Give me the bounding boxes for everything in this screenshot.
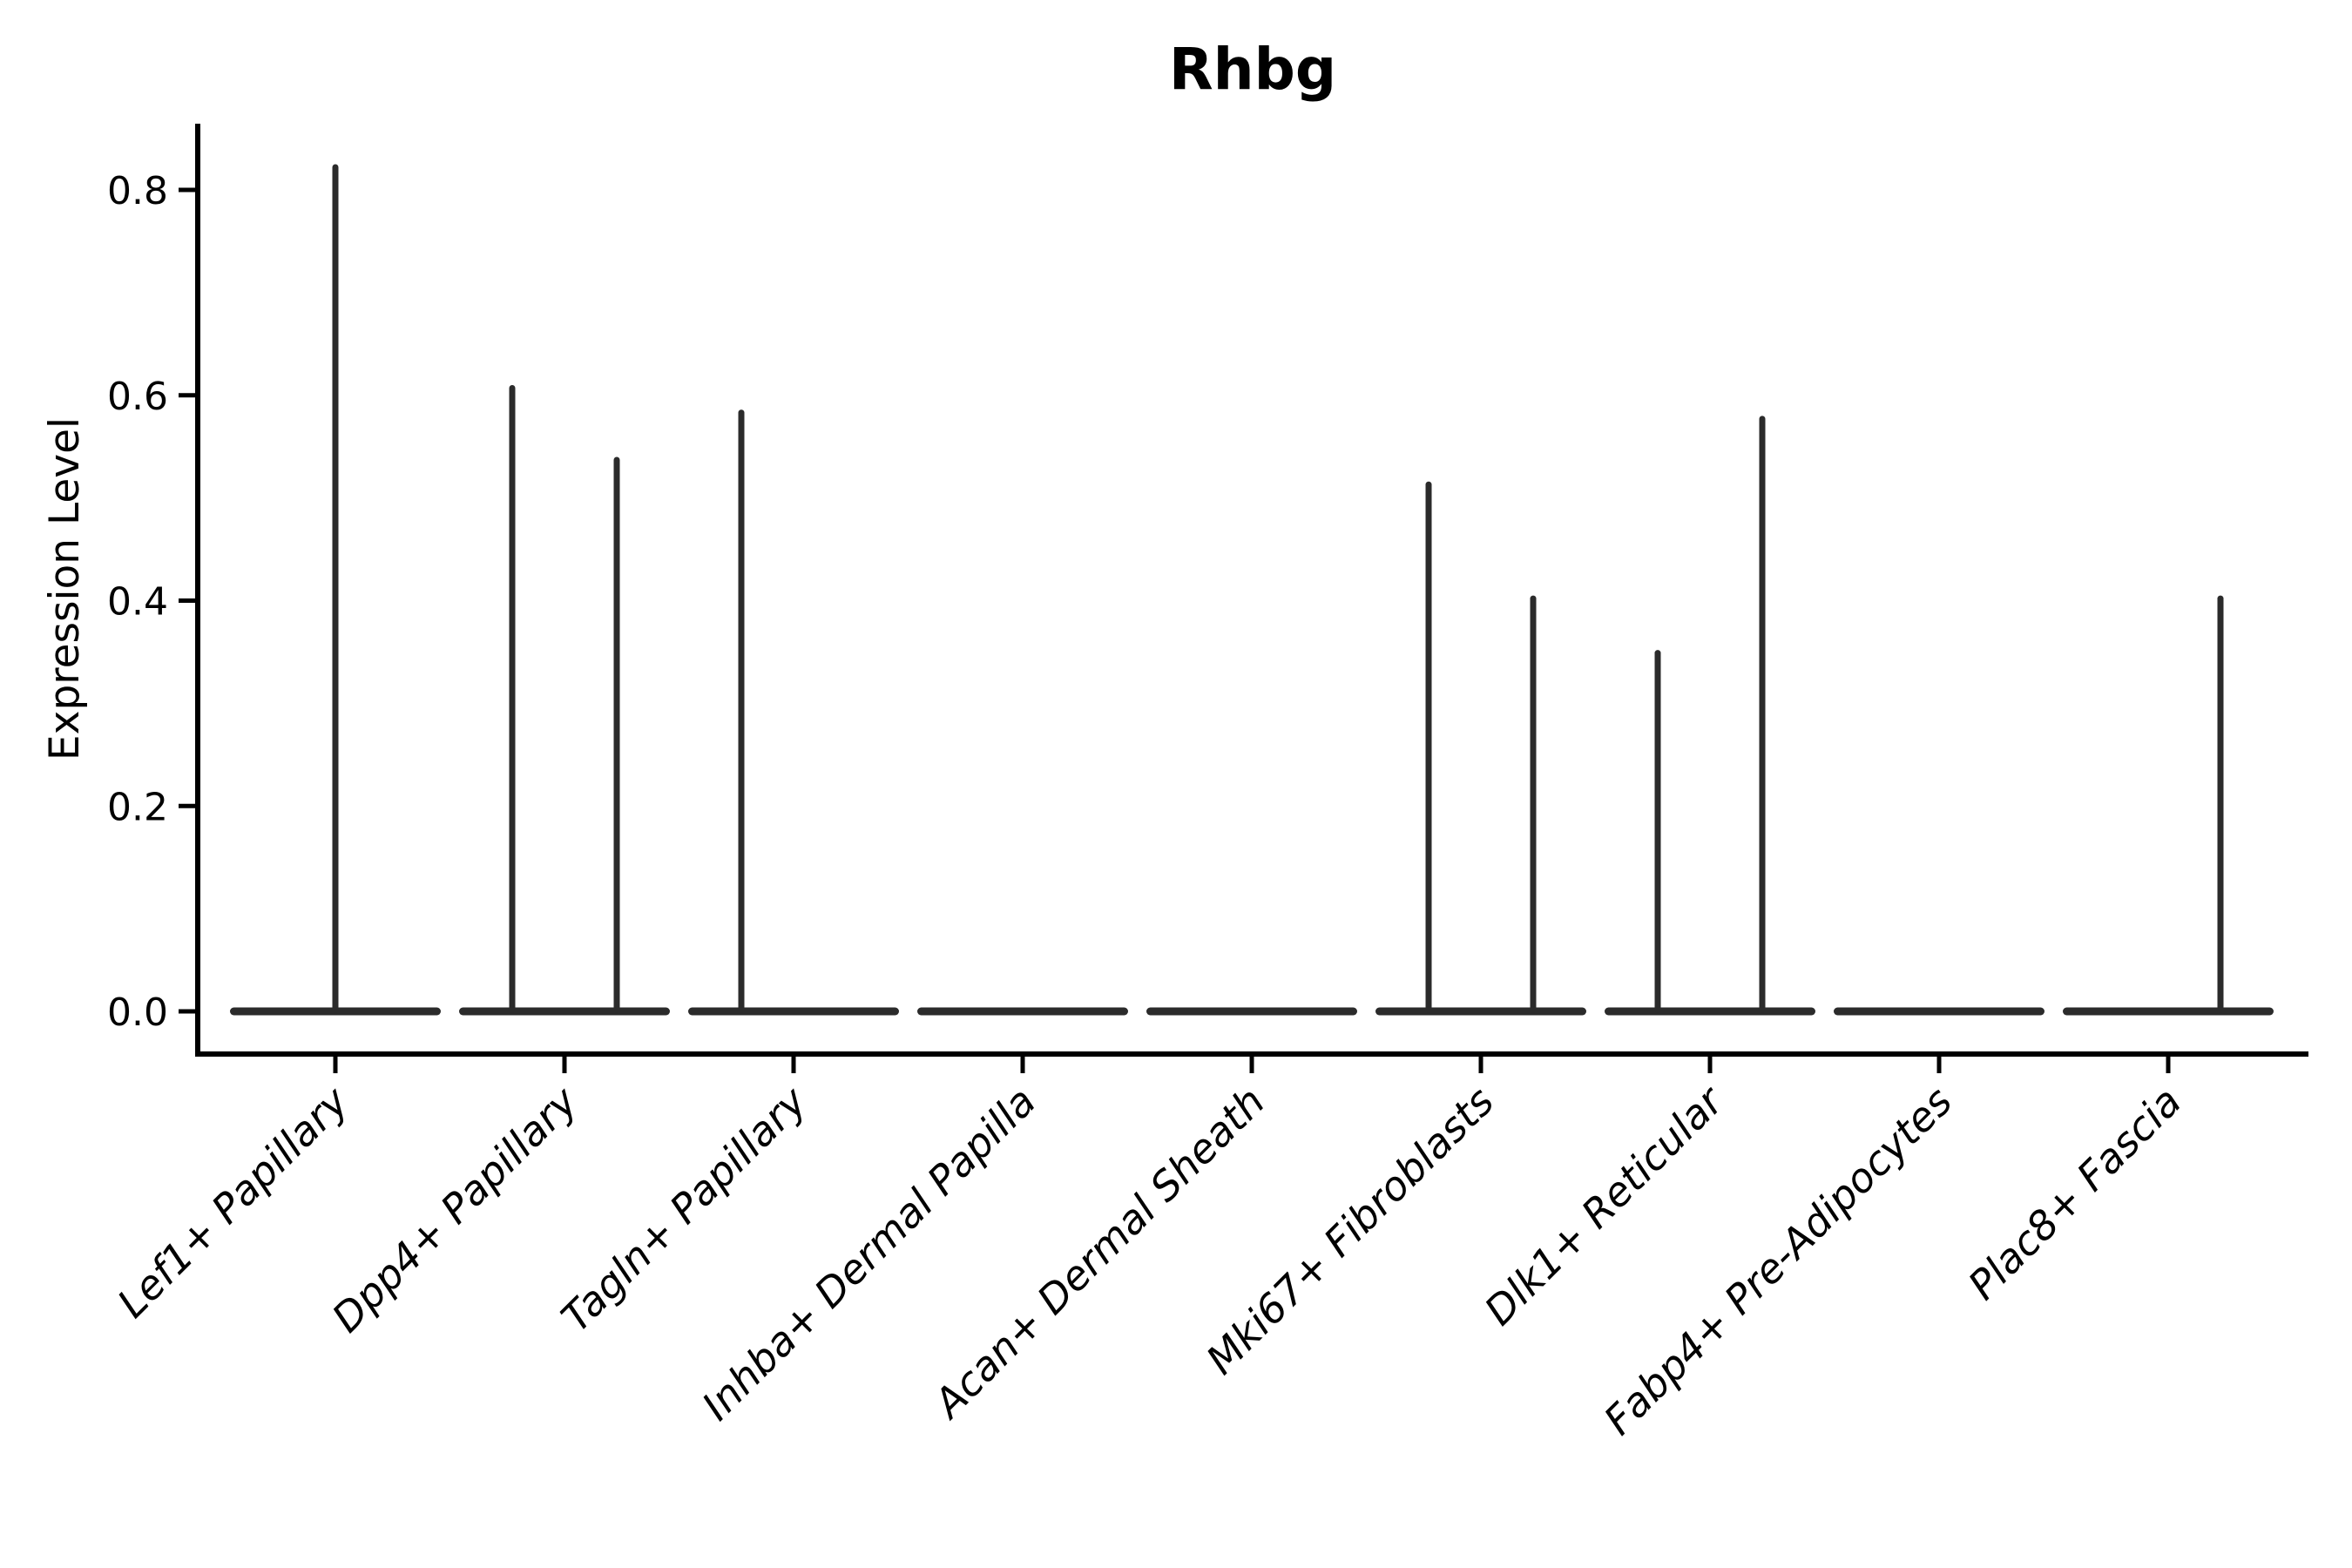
x-tick-label: Dlk1+ Reticular [1476, 1076, 1734, 1335]
x-tick-label: Tagln+ Papillary [552, 1078, 816, 1342]
violin-base [1146, 1007, 1357, 1016]
violin-base [917, 1007, 1128, 1016]
violin-base [1605, 1007, 1815, 1016]
x-tick-label: Plac8+ Fascia [1959, 1078, 2190, 1308]
violin-base [1375, 1007, 1586, 1016]
x-tick-label: Dpp4+ Papillary [323, 1078, 587, 1342]
violin-base [2063, 1007, 2274, 1016]
violin-base [459, 1007, 670, 1016]
y-tick-label: 0.6 [107, 375, 168, 419]
violin-base [688, 1007, 899, 1016]
violin-base [1834, 1007, 2044, 1016]
y-tick-label: 0.2 [107, 785, 168, 829]
y-tick-label: 0.4 [107, 580, 168, 625]
y-axis-label: Expression Level [41, 417, 89, 760]
y-tick-label: 0.0 [107, 990, 168, 1035]
x-tick-label: Lef1+ Papillary [108, 1078, 357, 1327]
chart-title: Rhbg [1169, 36, 1336, 103]
y-tick-label: 0.8 [107, 169, 168, 213]
